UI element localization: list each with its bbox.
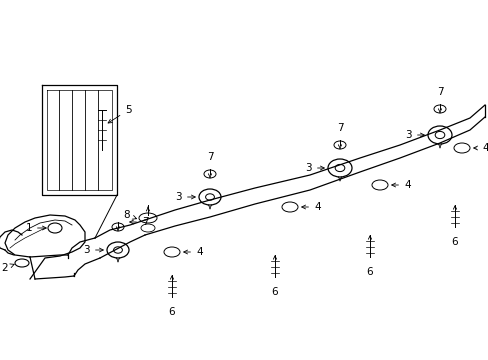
Ellipse shape (453, 143, 469, 153)
Ellipse shape (203, 170, 216, 178)
Text: 1: 1 (25, 223, 46, 233)
Ellipse shape (107, 242, 129, 258)
Ellipse shape (163, 247, 180, 257)
Text: 6: 6 (366, 267, 372, 277)
Text: 8: 8 (123, 210, 136, 220)
Ellipse shape (141, 224, 155, 232)
Text: 3: 3 (405, 130, 424, 140)
Ellipse shape (334, 165, 344, 172)
Ellipse shape (327, 159, 351, 177)
Ellipse shape (113, 247, 122, 253)
Ellipse shape (139, 213, 157, 223)
Ellipse shape (434, 131, 444, 139)
Ellipse shape (48, 223, 62, 233)
Ellipse shape (205, 194, 214, 200)
Text: 4: 4 (473, 143, 488, 153)
Text: 7: 7 (206, 152, 213, 162)
Text: 2: 2 (1, 263, 14, 273)
Ellipse shape (112, 223, 124, 231)
Text: 3: 3 (83, 245, 103, 255)
Text: 4: 4 (301, 202, 320, 212)
Text: 6: 6 (168, 307, 175, 317)
Ellipse shape (371, 180, 387, 190)
Ellipse shape (427, 126, 451, 144)
Text: 3: 3 (175, 192, 195, 202)
Text: 6: 6 (271, 287, 278, 297)
Text: 7: 7 (129, 217, 148, 227)
Text: 7: 7 (436, 87, 443, 97)
Text: 6: 6 (451, 237, 457, 247)
Text: 4: 4 (391, 180, 410, 190)
Ellipse shape (433, 105, 445, 113)
Ellipse shape (333, 141, 346, 149)
Ellipse shape (199, 189, 221, 205)
Ellipse shape (15, 259, 29, 267)
Text: 3: 3 (305, 163, 324, 173)
Text: 4: 4 (183, 247, 202, 257)
Text: 7: 7 (336, 123, 343, 133)
Text: 5: 5 (108, 105, 131, 123)
Ellipse shape (282, 202, 297, 212)
